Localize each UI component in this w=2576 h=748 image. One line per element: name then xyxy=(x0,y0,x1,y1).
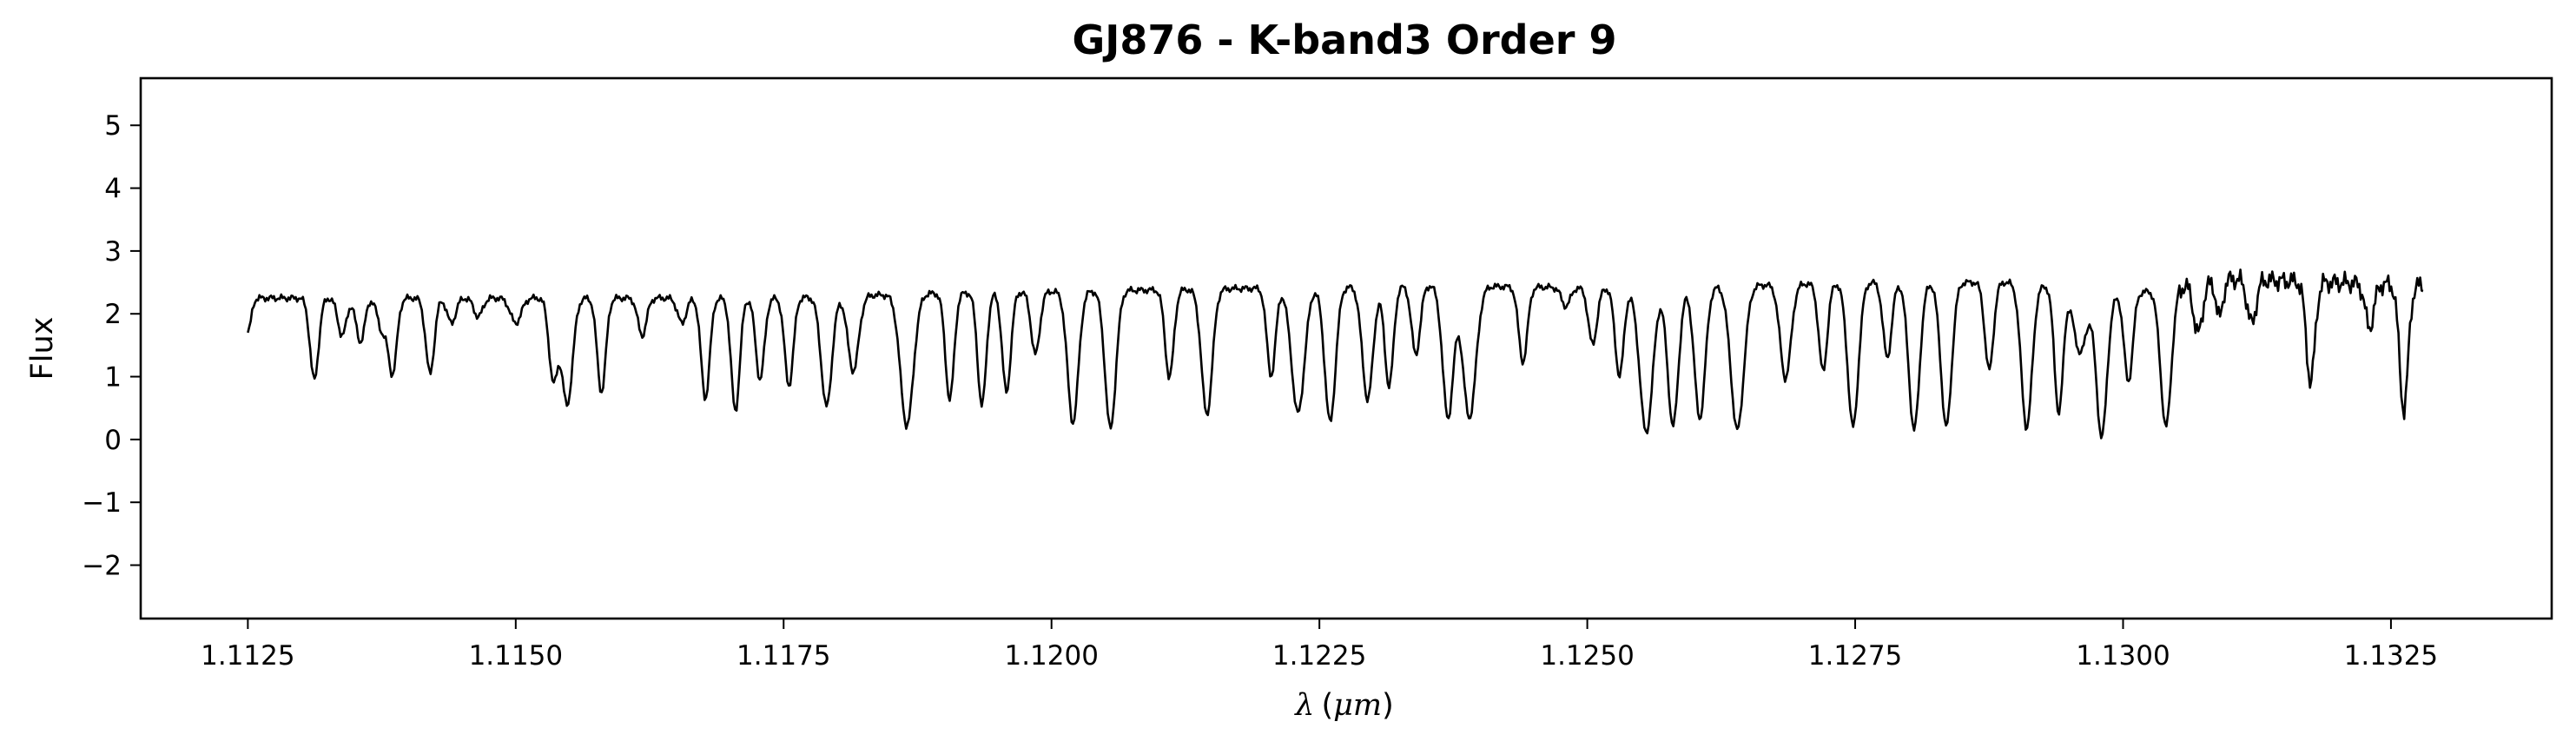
x-axis-label-open: ( xyxy=(1321,688,1333,723)
y-tick-label: 3 xyxy=(104,236,122,268)
y-tick-label: −2 xyxy=(82,551,122,582)
plot-frame xyxy=(139,76,2553,620)
chart-title: GJ876 - K-band3 Order 9 xyxy=(1072,17,1616,63)
x-axis-label-close: ) xyxy=(1382,688,1394,723)
y-tick-label: 0 xyxy=(104,425,122,456)
y-axis-ticks: −2 −1 0 1 2 3 4 5 xyxy=(82,110,141,582)
x-tick-label: 1.1150 xyxy=(469,640,563,672)
x-tick-label: 1.1325 xyxy=(2344,640,2438,672)
x-tick-label: 1.1275 xyxy=(1808,640,1902,672)
y-axis-label: Flux xyxy=(25,317,60,381)
x-tick-label: 1.1300 xyxy=(2076,640,2170,672)
x-axis-label-unit: μm xyxy=(1333,688,1382,723)
y-tick-label: 5 xyxy=(104,110,122,142)
spectrum-plot-area xyxy=(247,268,2424,440)
x-tick-label: 1.1250 xyxy=(1540,640,1634,672)
y-tick-label: 2 xyxy=(104,299,122,330)
x-tick-label: 1.1225 xyxy=(1272,640,1366,672)
x-axis-label: λ (μm) xyxy=(1293,688,1393,723)
spectrum-series-line xyxy=(247,268,2424,440)
y-tick-label: 4 xyxy=(104,174,122,205)
x-tick-label: 1.1125 xyxy=(201,640,294,672)
y-tick-label: 1 xyxy=(104,362,122,394)
x-axis-label-symbol: λ xyxy=(1293,688,1314,723)
y-tick-label: −1 xyxy=(82,487,122,519)
x-tick-label: 1.1200 xyxy=(1004,640,1098,672)
x-tick-label: 1.1175 xyxy=(736,640,830,672)
x-axis-ticks: 1.1125 1.1150 1.1175 1.1200 1.1225 1.1250 1.12… xyxy=(201,619,2438,672)
